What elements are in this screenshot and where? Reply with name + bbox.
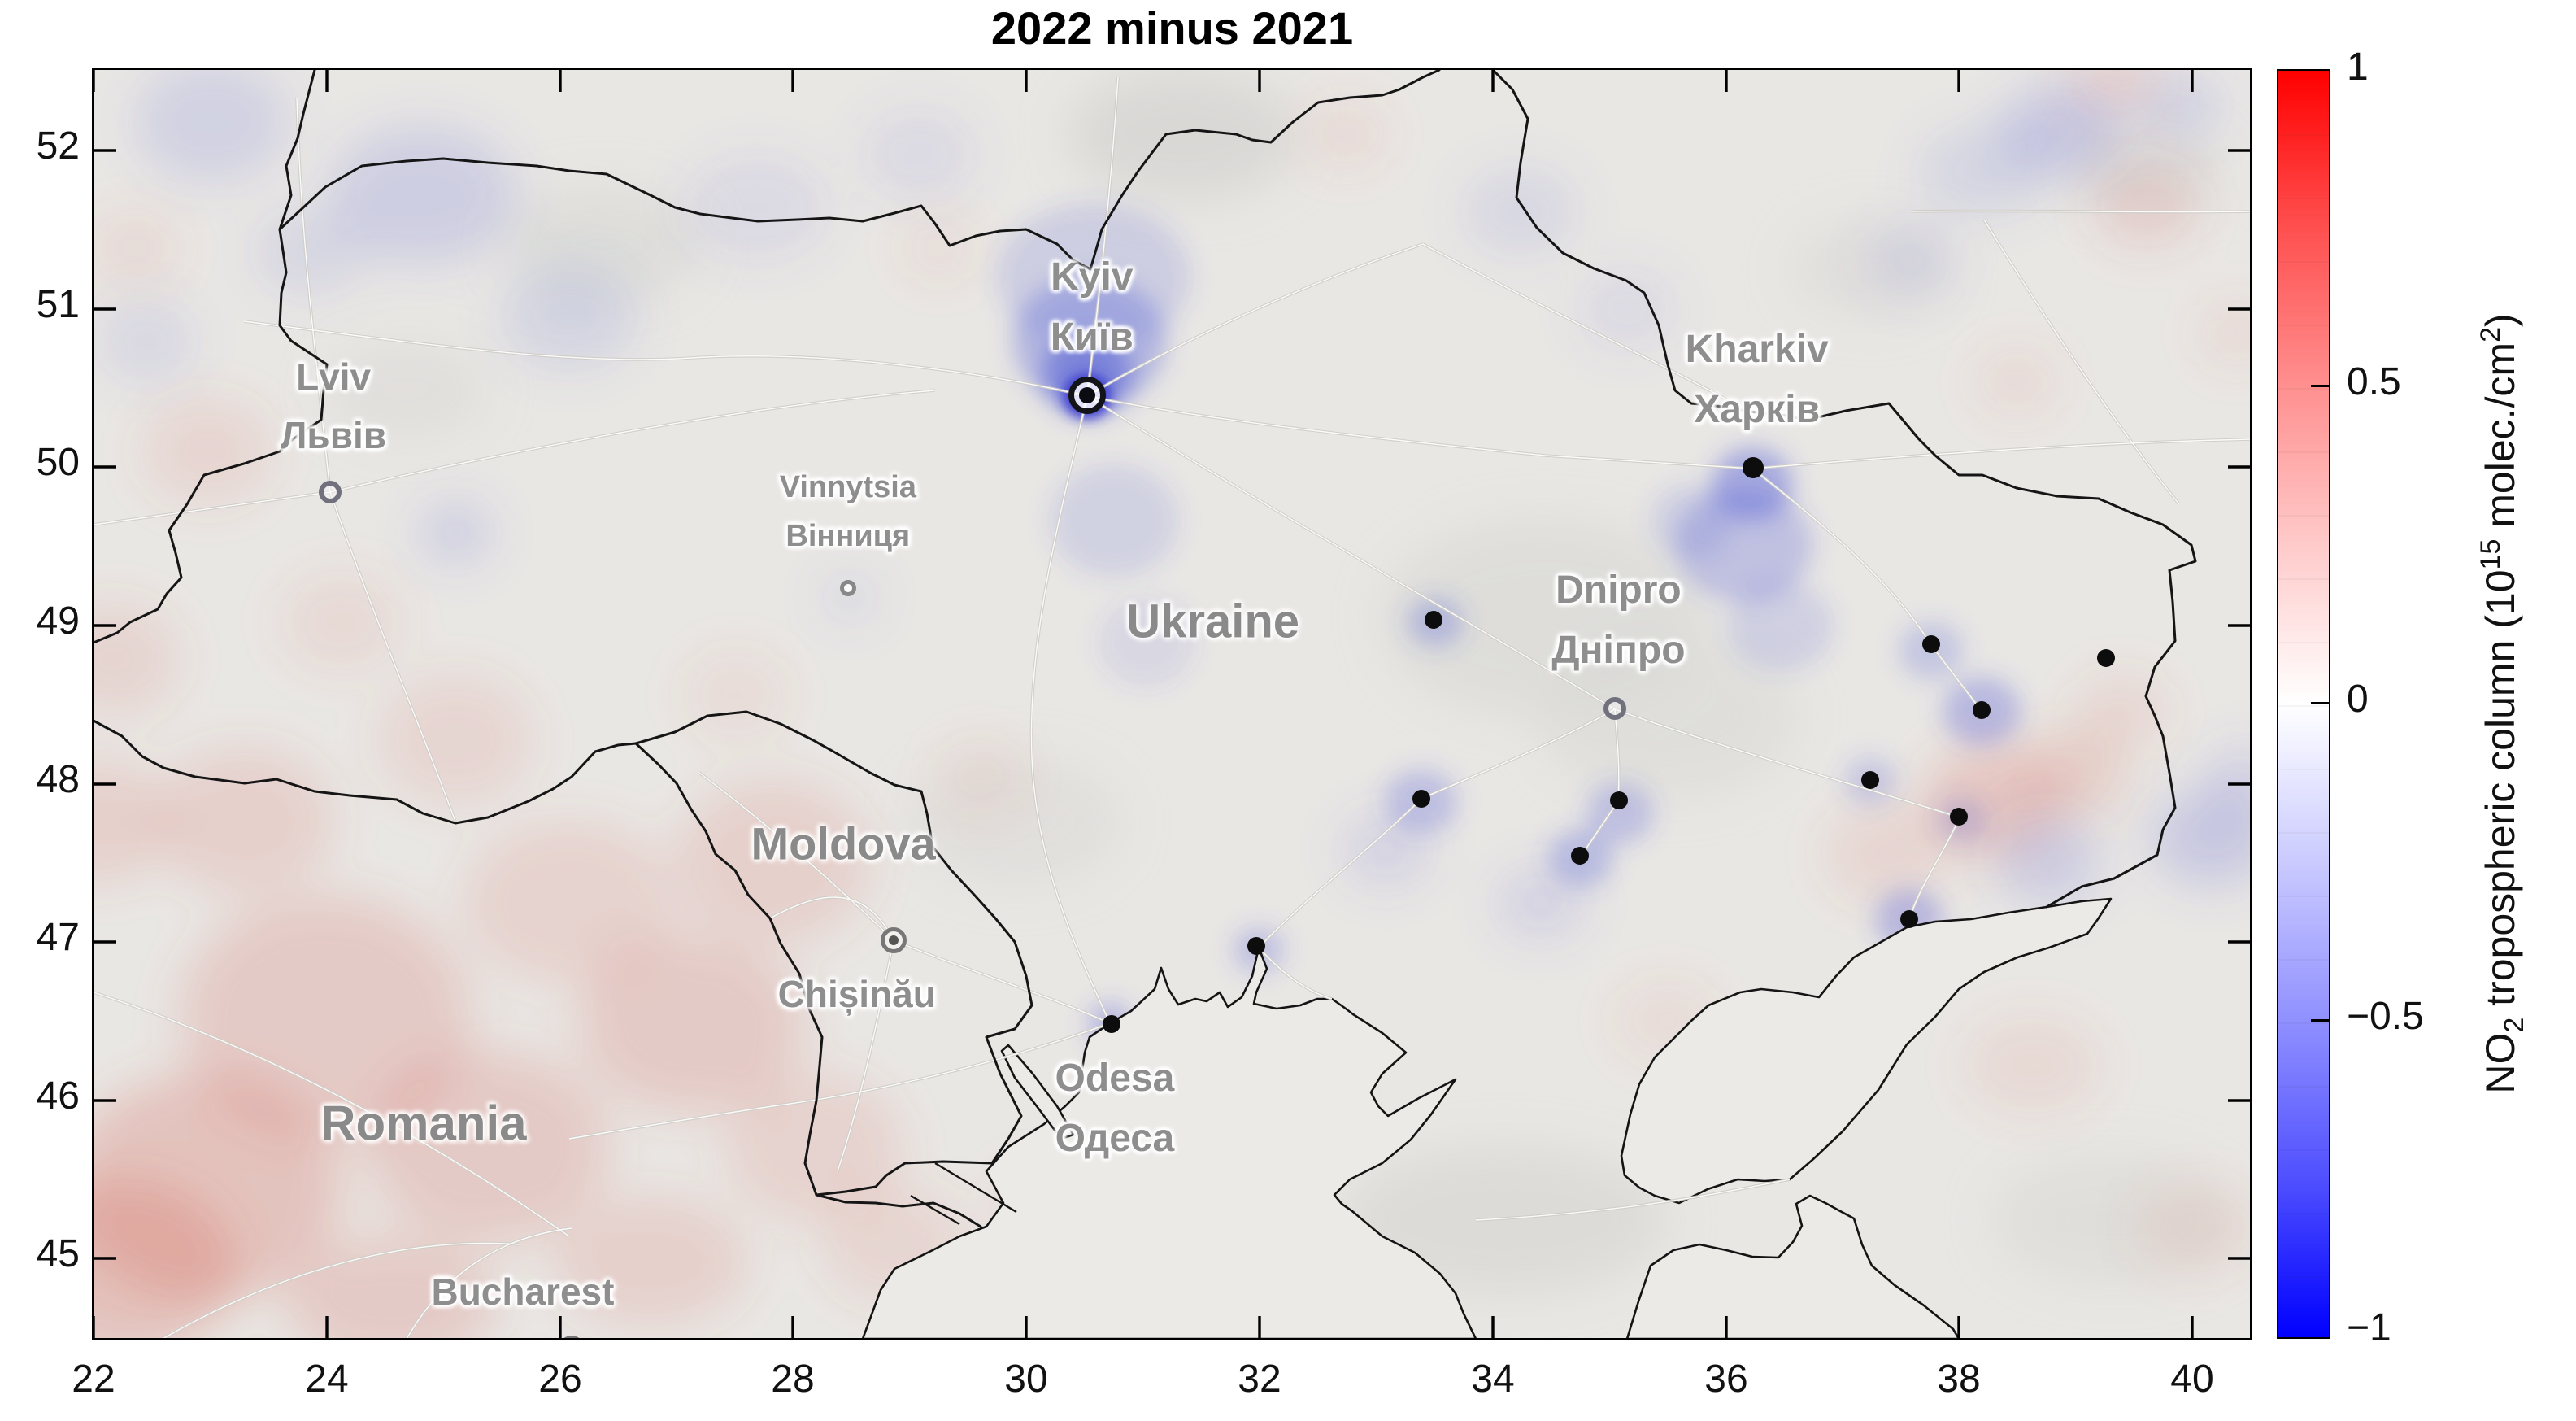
coastal-spits <box>910 1162 1017 1226</box>
colorbar-tick-label: −1 <box>2347 1306 2391 1349</box>
x-tick-label: 36 <box>1704 1358 1748 1401</box>
country-borders <box>94 69 2197 1228</box>
y-tick-label: 48 <box>36 758 80 801</box>
colorbar-axis-label: NO2 tropospheric column (1015 molec./cm2… <box>2475 313 2530 1094</box>
hotspot-dot <box>1899 910 1918 929</box>
city-label-odesa: Odesa Одеса <box>1055 1056 1175 1160</box>
city-label-bucharest: Bucharest <box>431 1270 615 1313</box>
city-label-lviv: Lviv Львів <box>281 355 387 456</box>
colorbar-tick-label: 1 <box>2347 46 2369 89</box>
border-moldova-ukraine <box>634 710 1033 1197</box>
hotspot-dot <box>1972 701 1991 720</box>
hotspot-dot <box>1950 807 1969 826</box>
country-label-moldova: Moldova <box>751 817 936 870</box>
hotspot-dot <box>1424 611 1442 630</box>
colorbar-tick-label: 0.5 <box>2347 360 2401 403</box>
x-tick-label: 40 <box>2170 1358 2214 1401</box>
y-tick-label: 49 <box>36 599 80 643</box>
axis-ticks <box>94 69 2251 1339</box>
hotspot-dot <box>2097 649 2116 668</box>
figure-title: 2022 minus 2021 <box>990 2 1354 54</box>
border-ukraine-romania <box>94 719 637 825</box>
city-label-dnipro: Dnipro Дніпро <box>1551 569 1686 673</box>
x-tick-label: 32 <box>1238 1358 1281 1401</box>
city-label-kharkiv: Kharkiv Харків <box>1685 328 1829 432</box>
city-marker-kharkiv <box>1742 457 1764 479</box>
y-tick-label: 45 <box>36 1232 80 1275</box>
city-marker-kyiv <box>1068 376 1106 414</box>
border-ukraine-russia <box>1491 69 2197 909</box>
hotspot-dot <box>1922 634 1941 653</box>
hotspot-dot <box>1609 791 1628 810</box>
city-marker-chi-in-u <box>880 926 907 953</box>
x-tick-label: 34 <box>1471 1358 1515 1401</box>
hotspot-dot <box>1247 937 1265 956</box>
y-tick-label: 50 <box>36 441 80 484</box>
red-anomaly-patches <box>94 69 2251 1339</box>
colorbar-tick <box>2311 702 2329 704</box>
x-tick-label: 24 <box>305 1358 349 1401</box>
map-plot-area: Ukraine Moldova Romania Kyiv Київ Kharkiv Харк… <box>94 69 2251 1339</box>
blue-city-plumes <box>996 203 2021 1083</box>
x-tick-label: 26 <box>538 1358 582 1401</box>
colorbar-tick-label: −0.5 <box>2347 995 2424 1038</box>
colorbar-tick <box>2311 1019 2329 1022</box>
y-tick-label: 46 <box>36 1074 80 1118</box>
map-svg <box>94 69 2251 1339</box>
x-tick-label: 30 <box>1004 1358 1048 1401</box>
colorbar-tick-label: 0 <box>2347 678 2369 721</box>
gray-terrain-patches <box>325 69 2236 1293</box>
x-tick-label: 38 <box>1937 1358 1981 1401</box>
sea-azov <box>1620 897 2113 1205</box>
city-marker-lviv <box>319 480 342 503</box>
city-label-vinnytsia: Vinnytsia Вінниця <box>779 470 916 554</box>
y-tick-label: 52 <box>36 124 80 168</box>
sea-black-sea <box>861 897 2113 1339</box>
country-label-romania: Romania <box>320 1096 527 1151</box>
city-marker-odesa <box>1102 1014 1120 1033</box>
border-poland-belarus <box>278 69 316 231</box>
border-danube <box>815 1193 982 1228</box>
hotspot-dot <box>1571 847 1590 865</box>
y-tick-label: 47 <box>36 916 80 959</box>
x-tick-label: 28 <box>771 1358 815 1401</box>
country-label-ukraine: Ukraine <box>1126 595 1300 648</box>
city-marker-vinnytsia <box>839 580 856 597</box>
city-label-chi-in-u: Chișinău <box>777 972 936 1015</box>
border-ukraine-poland <box>94 228 329 644</box>
y-tick-label: 51 <box>36 283 80 326</box>
hotspot-dot <box>1861 770 1880 789</box>
x-tick-label: 22 <box>72 1358 115 1401</box>
border-ukraine-belarus <box>278 69 1441 271</box>
dniester-liman <box>1000 1044 1075 1140</box>
border-moldova-romania <box>634 742 824 1197</box>
city-marker-dnipro <box>1603 697 1627 721</box>
hotspot-dot <box>1412 790 1431 809</box>
city-label-kyiv: Kyiv Київ <box>1050 255 1134 359</box>
colorbar-tick <box>2311 385 2329 387</box>
